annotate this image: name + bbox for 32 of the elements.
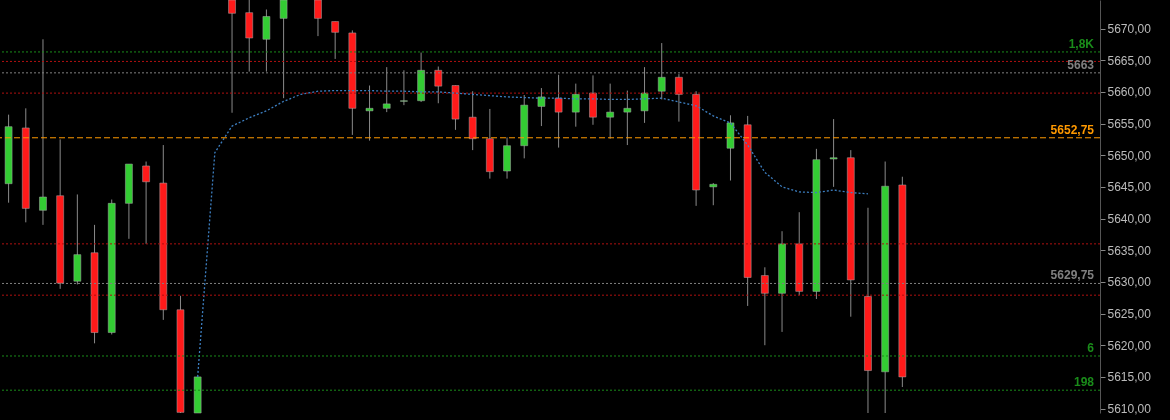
- candlestick: [468, 90, 477, 151]
- candlestick: [314, 0, 322, 37]
- annotation: 6: [1087, 340, 1095, 355]
- candlestick: [829, 118, 838, 188]
- candlestick: [365, 85, 374, 142]
- y-tick-label: 5655,00: [1107, 117, 1152, 132]
- annotation: 198: [1073, 375, 1095, 390]
- y-tick-label: 5650,00: [1107, 148, 1152, 163]
- ref-line-label: 5663: [1067, 57, 1095, 72]
- y-tick-label: 5620,00: [1107, 338, 1152, 353]
- y-tick-label: 5615,00: [1107, 370, 1152, 385]
- y-tick-label: 5610,00: [1107, 402, 1152, 417]
- y-tick-label: 5635,00: [1107, 243, 1152, 258]
- y-tick-label: 5625,00: [1107, 307, 1152, 322]
- y-tick-label: 5645,00: [1107, 180, 1152, 195]
- candlestick: [554, 74, 563, 149]
- candlestick: [142, 161, 150, 245]
- candlestick: [623, 90, 632, 146]
- line-series: [197, 89, 869, 378]
- candlestick: [606, 83, 614, 140]
- ref-line-label: 5629,75: [1050, 268, 1095, 283]
- y-tick-label: 5640,00: [1107, 212, 1152, 227]
- candlestick: [709, 182, 718, 206]
- y-tick-label: 5630,00: [1107, 275, 1152, 290]
- ref-line-label: 5652,75: [1050, 122, 1095, 137]
- y-tick-label: 5665,00: [1107, 53, 1152, 68]
- candlestick: [537, 87, 546, 127]
- y-tick-label: 5660,00: [1107, 85, 1152, 100]
- ref-line-label: 1,8K: [1068, 36, 1095, 51]
- y-tick-label: 5670,00: [1107, 22, 1152, 36]
- candlestick: [331, 21, 339, 60]
- candlestick: [572, 83, 580, 128]
